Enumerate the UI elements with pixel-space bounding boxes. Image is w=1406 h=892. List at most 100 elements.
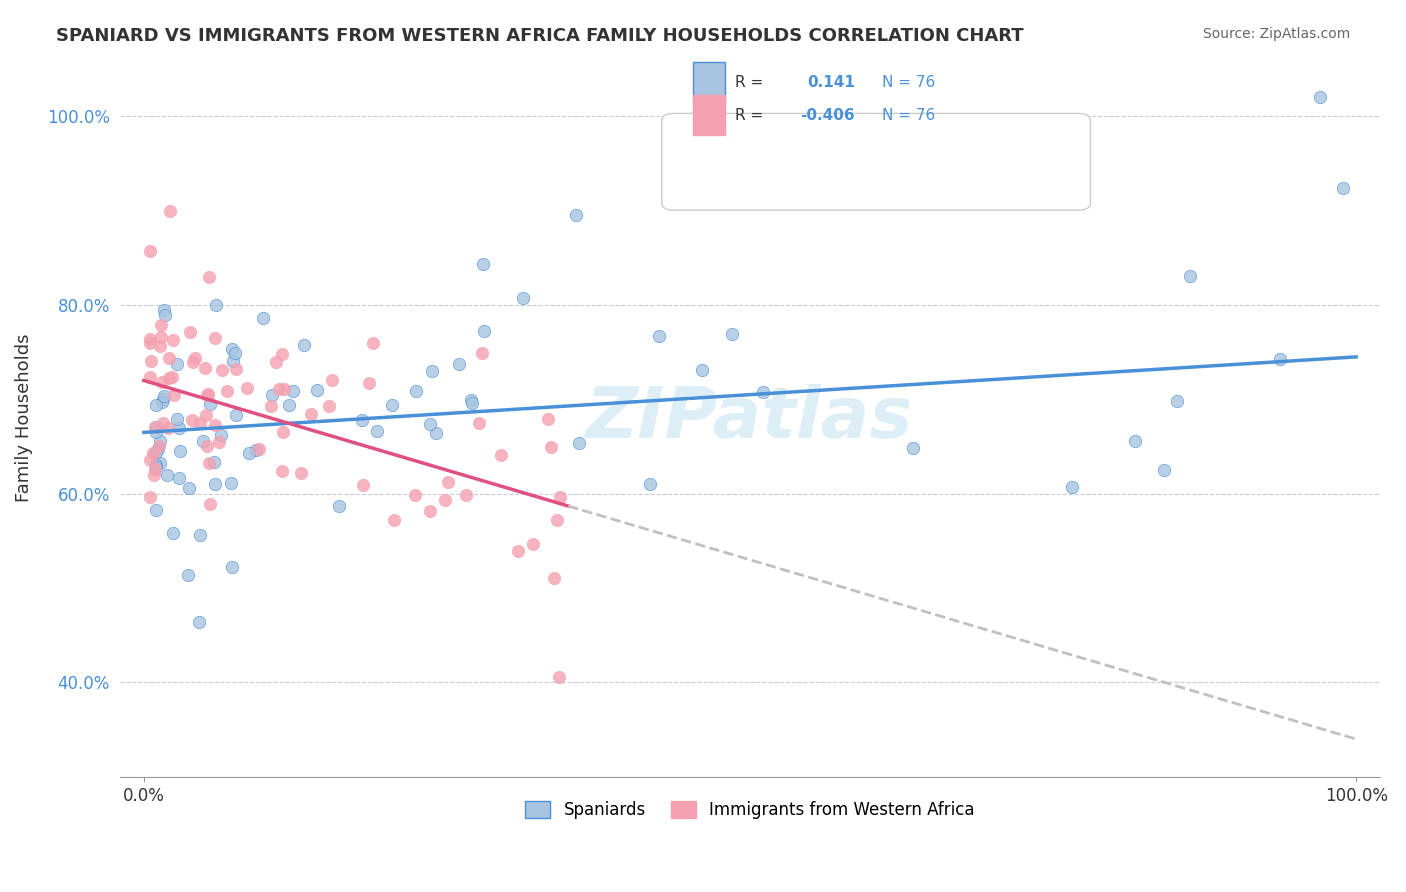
Point (264, 355, 287, 369)
Point (648, 329, 671, 343)
Point (425, 425, 447, 440)
Point (211, 362, 233, 376)
Point (238, 446, 260, 460)
Point (139, 453, 162, 467)
Text: R =: R = (735, 108, 768, 123)
Point (222, 353, 245, 368)
Point (145, 444, 167, 458)
Point (1178, 269, 1201, 284)
Point (1333, 180, 1355, 194)
Point (273, 383, 295, 397)
Point (141, 353, 163, 368)
Point (419, 417, 441, 432)
Bar (693, 95, 725, 135)
Bar (693, 62, 725, 101)
Point (271, 425, 294, 439)
Point (1166, 394, 1188, 409)
Point (752, 384, 775, 399)
Point (169, 444, 191, 458)
Point (181, 413, 204, 427)
Point (166, 411, 188, 425)
Point (149, 339, 172, 353)
Point (281, 384, 304, 399)
Point (247, 442, 270, 456)
Point (156, 467, 179, 482)
Point (512, 291, 534, 305)
Point (167, 421, 190, 435)
Point (139, 332, 162, 346)
Point (160, 370, 183, 384)
Point (145, 503, 167, 517)
Point (156, 421, 179, 435)
Point (219, 476, 242, 491)
Point (548, 670, 571, 684)
Point (167, 471, 190, 485)
Text: R =: R = (735, 75, 768, 90)
Point (202, 455, 225, 469)
Text: N = 76: N = 76 (883, 75, 935, 90)
Point (1309, 90, 1331, 104)
Point (270, 347, 292, 361)
Point (548, 490, 571, 504)
Text: ZIPatlas: ZIPatlas (586, 384, 914, 453)
Point (149, 318, 172, 333)
Point (489, 448, 512, 462)
Point (420, 364, 443, 378)
Point (290, 467, 312, 481)
Point (157, 370, 180, 384)
Point (139, 244, 162, 259)
Point (252, 310, 274, 325)
Point (148, 439, 170, 453)
Point (568, 436, 591, 450)
Point (143, 420, 166, 434)
Point (434, 492, 457, 507)
Point (277, 399, 299, 413)
Point (197, 388, 219, 402)
Point (382, 513, 405, 527)
Point (162, 333, 184, 347)
Point (205, 298, 228, 312)
Y-axis label: Family Households: Family Households (15, 334, 32, 502)
Point (546, 513, 568, 527)
Point (204, 331, 226, 345)
Point (139, 370, 162, 384)
Point (1060, 480, 1083, 494)
Point (215, 384, 238, 398)
Point (292, 337, 315, 351)
Point (145, 419, 167, 434)
Point (190, 417, 212, 431)
Point (145, 458, 167, 472)
Point (188, 527, 211, 541)
Point (460, 392, 482, 407)
Point (208, 434, 231, 449)
Point (142, 446, 165, 460)
Point (198, 269, 221, 284)
Point (204, 476, 226, 491)
Point (191, 434, 214, 448)
Point (152, 392, 174, 407)
Point (540, 441, 562, 455)
Point (1123, 434, 1146, 448)
Point (260, 387, 283, 401)
Point (157, 351, 180, 366)
Point (236, 381, 259, 395)
Point (267, 382, 290, 396)
Point (1270, 351, 1292, 366)
Point (522, 537, 544, 551)
Point (352, 413, 374, 427)
Point (150, 394, 173, 409)
Point (194, 360, 217, 375)
Point (209, 428, 232, 442)
Point (152, 303, 174, 318)
Point (471, 345, 494, 359)
Point (536, 411, 558, 425)
Point (181, 355, 204, 369)
Point (447, 357, 470, 371)
Point (145, 459, 167, 474)
Point (454, 488, 477, 502)
FancyBboxPatch shape (662, 113, 1091, 211)
Point (187, 615, 209, 629)
Point (361, 335, 384, 350)
Point (565, 208, 588, 222)
Point (472, 324, 495, 338)
